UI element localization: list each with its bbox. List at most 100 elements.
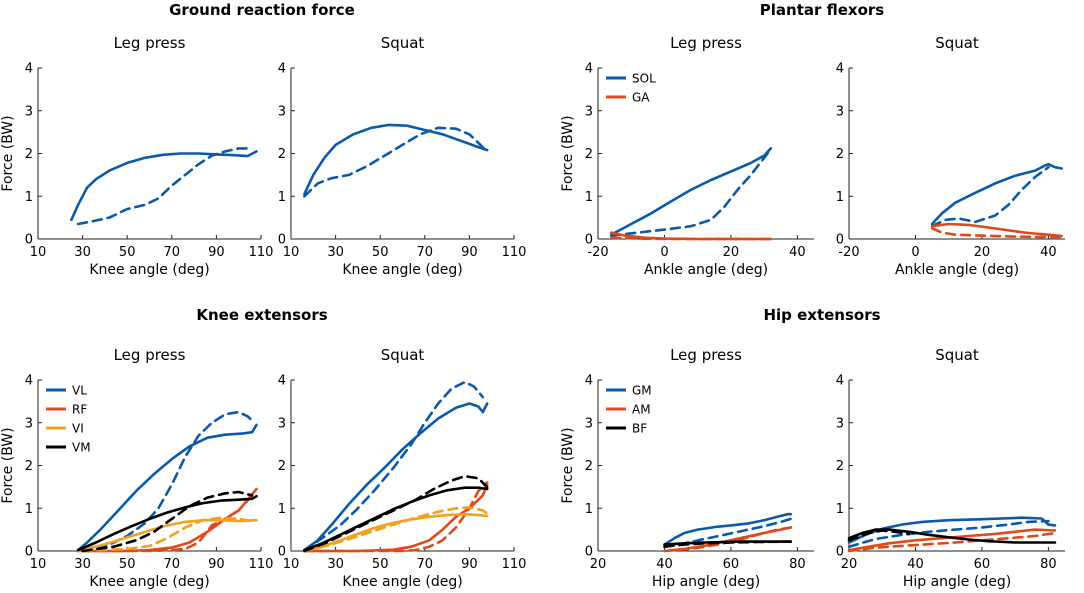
x-tick-label: 70: [164, 557, 181, 572]
y-tick-label: 1: [25, 190, 33, 205]
series-line-rf: [76, 487, 258, 553]
y-tick-label: 4: [585, 62, 593, 77]
y-tick-label: 0: [278, 545, 286, 560]
y-axis-label: Force (BW): [560, 115, 576, 191]
series-line-am-dashed: [847, 531, 1057, 553]
y-tick-label: 4: [585, 374, 593, 389]
y-tick-label: 0: [585, 233, 593, 248]
legend-label-am: AM: [632, 403, 651, 417]
y-tick-label: 2: [585, 147, 593, 162]
x-tick-label: 90: [461, 557, 478, 572]
x-axis-label: Knee angle (deg): [342, 574, 462, 590]
y-axis-label: Force (BW): [0, 427, 16, 503]
x-axis-label: Knee angle (deg): [89, 262, 209, 278]
series-line-grf-dashed: [76, 147, 254, 226]
series-line-vm-dashed: [81, 490, 254, 553]
y-tick-label: 3: [836, 416, 844, 431]
x-tick-label: 40: [656, 557, 673, 572]
x-axis-label: Knee angle (deg): [342, 262, 462, 278]
y-tick-label: 3: [278, 416, 286, 431]
series-line-sol-dashed: [930, 165, 1050, 228]
x-axis-label: Knee angle (deg): [89, 574, 209, 590]
legend: VL RF VI VM: [46, 384, 91, 455]
x-tick-label: 20: [974, 245, 991, 260]
panel-title: Squat: [935, 346, 979, 364]
y-tick-label: 2: [585, 459, 593, 474]
panel-title: Leg press: [114, 346, 186, 364]
y-tick-label: 3: [585, 104, 593, 119]
y-tick-label: 3: [25, 104, 33, 119]
y-tick-label: 1: [836, 190, 844, 205]
x-tick-label: 90: [208, 245, 225, 260]
x-tick-label: -20: [838, 245, 859, 260]
x-tick-label: 40: [1040, 245, 1057, 260]
x-tick-label: 40: [789, 245, 806, 260]
y-tick-label: 3: [278, 104, 286, 119]
x-tick-label: 70: [417, 245, 434, 260]
x-axis-label: Hip angle (deg): [652, 574, 760, 590]
y-tick-label: 0: [836, 545, 844, 560]
x-tick-label: 30: [74, 557, 91, 572]
y-tick-label: 0: [836, 233, 844, 248]
x-tick-label: 0: [660, 245, 668, 260]
panel-8: Squat 0 1 2 3 4 20 40 60 80 Hip angle (deg): [836, 346, 1065, 590]
x-axis-label: Ankle angle (deg): [895, 262, 1019, 278]
series-line-gm: [663, 512, 792, 546]
y-tick-label: 1: [585, 190, 593, 205]
series-line-vi: [76, 518, 258, 553]
series-line-sol: [610, 147, 773, 236]
series-line-vl-dashed: [81, 410, 254, 553]
y-tick-label: 0: [25, 545, 33, 560]
y-tick-label: 4: [836, 374, 844, 389]
x-tick-label: 50: [119, 557, 136, 572]
series-line-bf-dashed: [847, 529, 911, 542]
series-line-ga-dashed: [930, 227, 1063, 239]
series-line-am-dashed: [663, 526, 792, 553]
y-tick-label: 4: [278, 374, 286, 389]
series-line-vm-dashed: [303, 474, 489, 553]
series-line-gm-dashed: [847, 519, 1050, 548]
series-line-rf-dashed: [81, 494, 254, 553]
y-tick-label: 1: [585, 502, 593, 517]
panel-1: Leg press 0 1 2 3 4 10 30 50 70 90 110 Knee angle (d…: [0, 34, 273, 278]
y-tick-label: 1: [25, 502, 33, 517]
legend-label-rf: RF: [72, 403, 87, 417]
y-tick-label: 2: [25, 147, 33, 162]
y-tick-label: 3: [836, 104, 844, 119]
panel-title: Squat: [381, 34, 425, 52]
x-tick-label: 20: [723, 245, 740, 260]
series-line-vi-dashed: [303, 506, 489, 553]
series-line-grf-solid: [70, 150, 258, 222]
legend-label-vl: VL: [72, 384, 87, 398]
y-tick-label: 1: [278, 190, 286, 205]
legend-label-sol: SOL: [632, 72, 656, 86]
y-tick-label: 2: [836, 147, 844, 162]
x-tick-label: 80: [1040, 557, 1057, 572]
panel-6: Squat 0 1 2 3 4 10 30 50 70 90 110 Knee angle (deg): [278, 346, 527, 590]
y-tick-label: 3: [25, 416, 33, 431]
x-tick-label: 10: [283, 557, 300, 572]
series-line-ga-dashed: [610, 236, 773, 241]
x-tick-label: 50: [372, 245, 389, 260]
panel-2: Squat 0 1 2 3 4 10 30 50 70 90 110 Knee angle (deg): [278, 34, 527, 278]
y-tick-label: 1: [836, 502, 844, 517]
x-tick-label: 70: [417, 557, 434, 572]
legend-label-vi: VI: [72, 422, 84, 436]
panel-title: Squat: [935, 34, 979, 52]
series-line-sol: [930, 162, 1063, 226]
y-tick-label: 4: [25, 62, 33, 77]
x-tick-label: 80: [789, 557, 806, 572]
panel-title: Leg press: [670, 346, 742, 364]
x-axis-label: Ankle angle (deg): [644, 262, 768, 278]
y-tick-label: 3: [585, 416, 593, 431]
x-axis-label: Hip angle (deg): [903, 574, 1011, 590]
panel-5: Leg press 0 1 2 3 4 10 30 50 70 90 110 Knee angle (d…: [0, 346, 273, 590]
series-line-ga: [930, 222, 1063, 238]
legend-label-vm: VM: [72, 441, 91, 455]
x-tick-label: 110: [249, 557, 274, 572]
x-tick-label: 50: [372, 557, 389, 572]
x-tick-label: 40: [907, 557, 924, 572]
legend: SOL GA: [606, 72, 656, 105]
